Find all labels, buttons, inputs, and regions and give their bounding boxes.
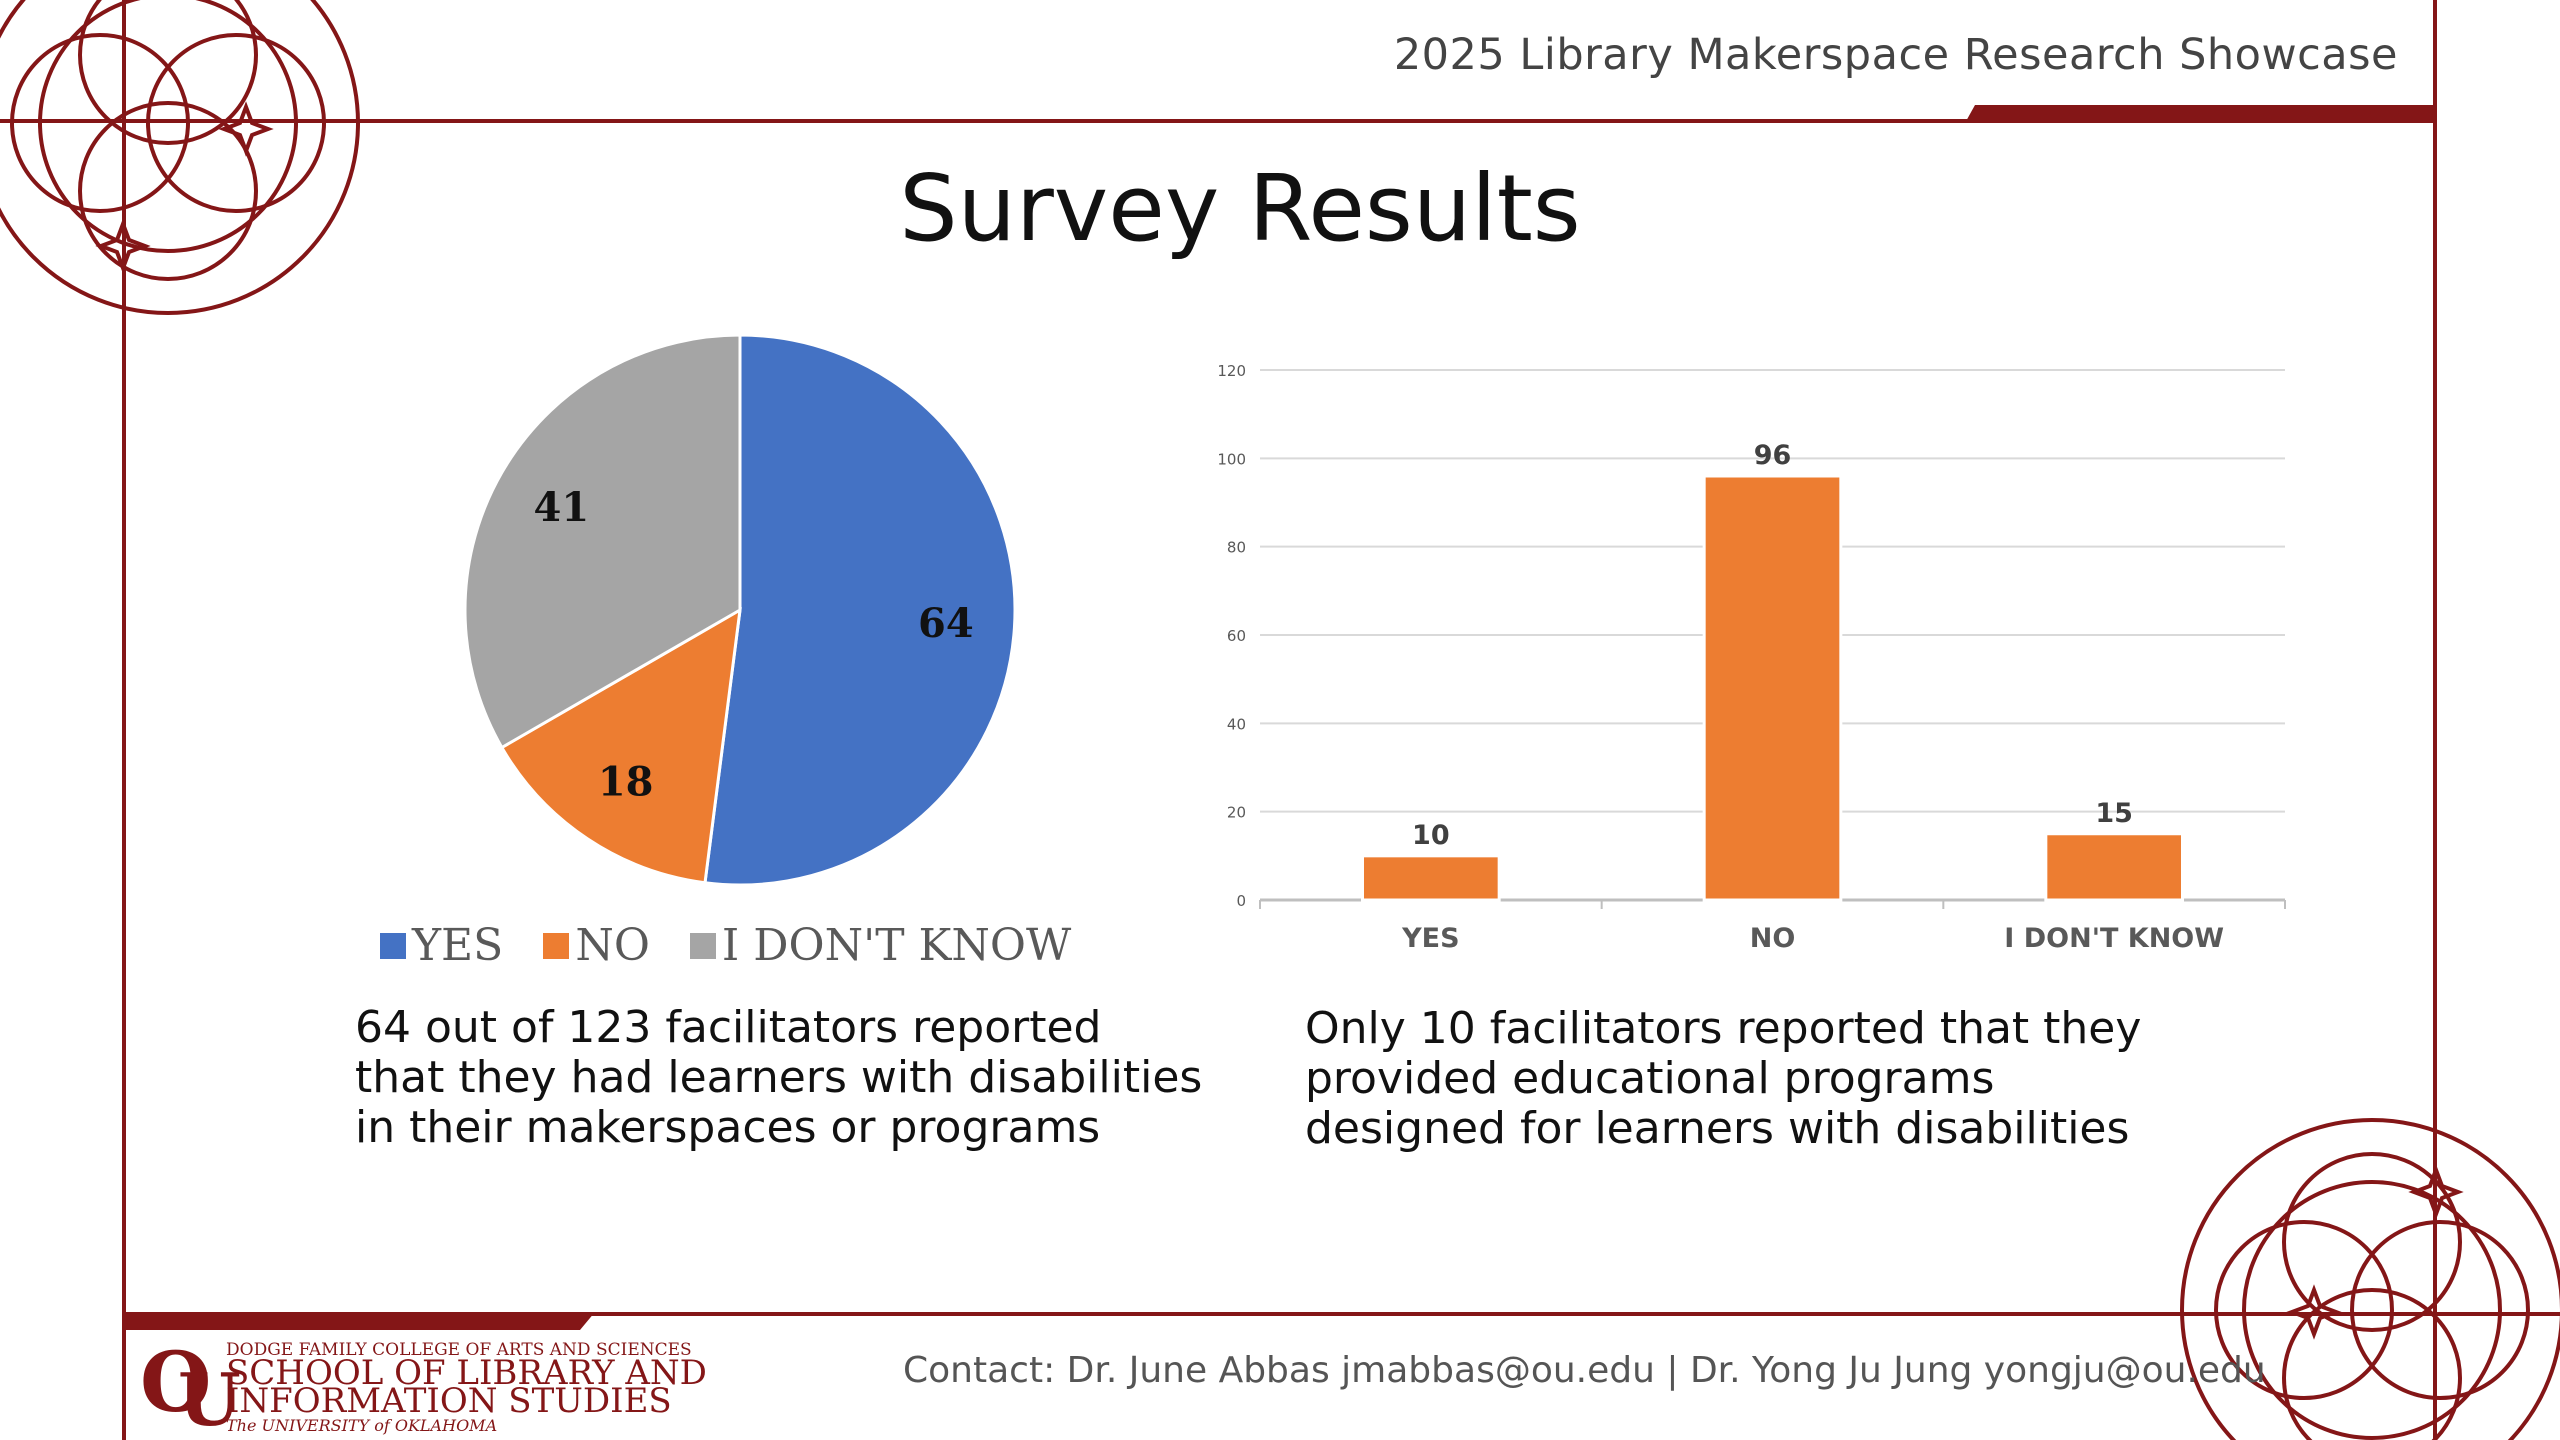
pie-slice-idk bbox=[463, 333, 742, 750]
bar-data-label-no: 96 bbox=[1754, 440, 1792, 471]
bar-category-label-idk: I DON'T KNOW bbox=[2004, 923, 2224, 954]
svg-text:O: O bbox=[140, 1335, 211, 1431]
legend-item-idk: I DON'T KNOW bbox=[689, 920, 1072, 971]
logo-line-4: The UNIVERSITY of OKLAHOMA bbox=[226, 1416, 497, 1435]
pie-data-label-yes: 64 bbox=[918, 600, 974, 647]
legend-label-yes: YES bbox=[412, 920, 504, 971]
bar-idk bbox=[2044, 832, 2184, 902]
legend-label-idk: I DON'T KNOW bbox=[721, 920, 1072, 971]
logo-line-2: SCHOOL OF LIBRARY AND bbox=[226, 1353, 707, 1393]
legend-item-no: NO bbox=[543, 920, 650, 971]
bar-yes bbox=[1361, 854, 1501, 902]
bar-caption-line-3: designed for learners with disabilities bbox=[1305, 1103, 2130, 1154]
bar-y-tick-label: 40 bbox=[1227, 715, 1246, 733]
contact-info: Contact: Dr. June Abbas jmabbas@ou.edu |… bbox=[903, 1350, 2266, 1391]
ou-logo: O U DODGE FAMILY COLLEGE OF ARTS AND SCI… bbox=[140, 1335, 707, 1438]
bar-category-label-yes: YES bbox=[1401, 923, 1459, 954]
pie-slice-yes bbox=[703, 333, 1017, 887]
ou-monogram-icon: O U bbox=[140, 1335, 241, 1438]
pie-caption: 64 out of 123 facilitators reported that… bbox=[355, 1003, 1255, 1153]
bar-data-label-yes: 10 bbox=[1412, 820, 1450, 851]
pie-data-label-idk: 41 bbox=[534, 484, 590, 531]
pie-caption-line-1: 64 out of 123 facilitators reported bbox=[355, 1002, 1102, 1053]
bottom-right-ornament bbox=[2180, 1118, 2560, 1440]
legend-swatch-no bbox=[543, 932, 570, 959]
logo-line-1: DODGE FAMILY COLLEGE OF ARTS AND SCIENCE… bbox=[226, 1340, 692, 1360]
pie-slice-no bbox=[499, 607, 742, 885]
header-title: 2025 Library Makerspace Research Showcas… bbox=[1393, 30, 2398, 80]
svg-text:U: U bbox=[178, 1357, 241, 1438]
pie-chart: 64 18 41 bbox=[463, 333, 1017, 887]
bar-y-tick-label: 60 bbox=[1227, 627, 1246, 645]
legend-swatch-idk bbox=[689, 932, 716, 959]
bar-y-tick-label: 80 bbox=[1227, 539, 1246, 557]
bar-chart: 0 20 40 60 80 100 120 10 YES 96 NO 15 I DON'T KNOW bbox=[1217, 362, 2286, 954]
bar-y-tick-label: 100 bbox=[1217, 450, 1246, 468]
bar-y-tick-label: 0 bbox=[1236, 892, 1246, 910]
pie-caption-line-3: in their makerspaces or programs bbox=[355, 1102, 1101, 1153]
pie-legend: YES NO I DON'T KNOW bbox=[380, 920, 1120, 971]
bar-caption-line-1: Only 10 facilitators reported that they bbox=[1305, 1003, 2142, 1054]
bar-caption: Only 10 facilitators reported that they … bbox=[1305, 1004, 2285, 1154]
logo-line-3: INFORMATION STUDIES bbox=[226, 1381, 672, 1421]
pie-data-label-no: 18 bbox=[598, 759, 654, 806]
bar-no bbox=[1702, 474, 1843, 902]
bar-caption-line-2: provided educational programs bbox=[1305, 1053, 1995, 1104]
legend-swatch-yes bbox=[380, 932, 406, 959]
legend-item-yes: YES bbox=[380, 920, 503, 971]
bar-y-tick-label: 20 bbox=[1227, 804, 1246, 822]
page-title: Survey Results bbox=[899, 155, 1581, 262]
bar-data-label-idk: 15 bbox=[2095, 798, 2133, 829]
legend-label-no: NO bbox=[575, 920, 650, 971]
bar-y-tick-label: 120 bbox=[1217, 362, 1246, 380]
pie-caption-line-2: that they had learners with disabilities bbox=[355, 1052, 1203, 1103]
bar-category-label-no: NO bbox=[1750, 923, 1796, 954]
